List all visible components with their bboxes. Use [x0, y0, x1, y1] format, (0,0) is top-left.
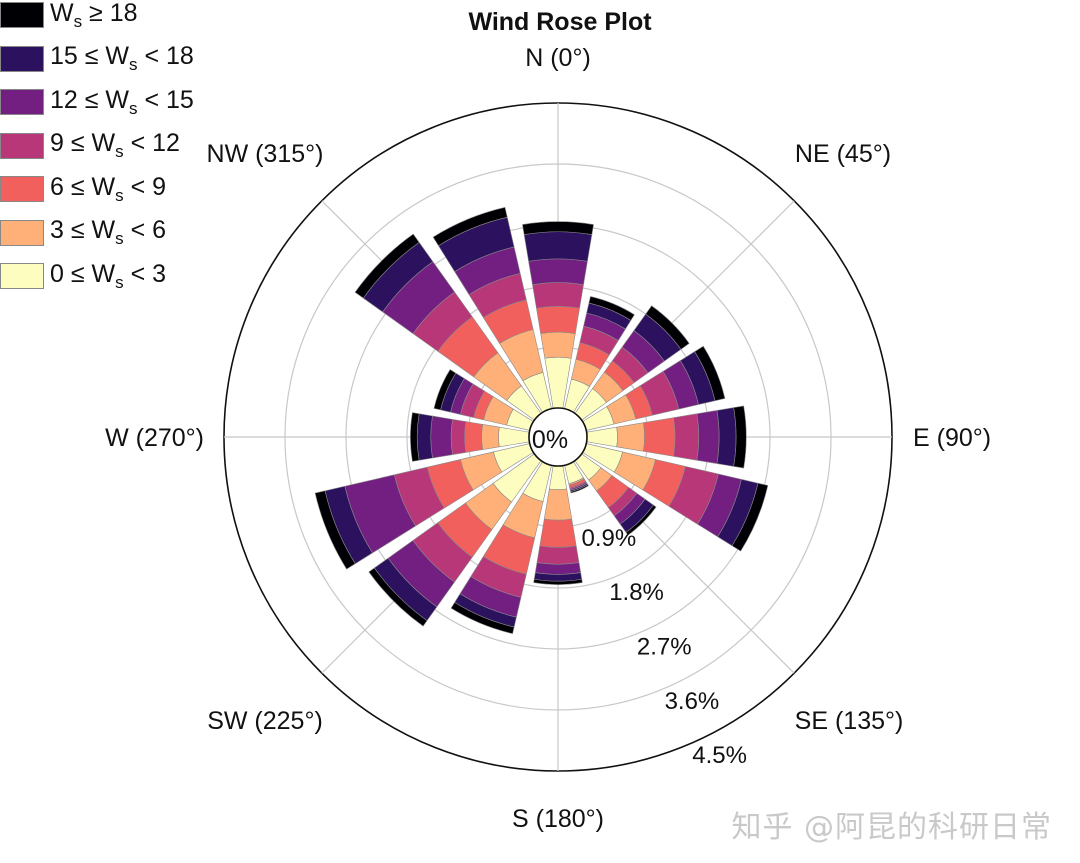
- legend-label: Ws ≥ 18: [50, 0, 138, 31]
- radial-tick-label: 3.6%: [665, 688, 720, 715]
- legend-label: 15 ≤ Ws < 18: [50, 42, 194, 74]
- center-label: 0%: [532, 426, 568, 454]
- direction-label: N (0°): [525, 44, 591, 72]
- wind-bar-segment: [481, 424, 500, 450]
- wind-bar-segment: [354, 233, 420, 299]
- wind-bar-segment: [588, 296, 635, 321]
- direction-label: SW (225°): [207, 707, 323, 735]
- direction-label: NE (45°): [795, 140, 891, 168]
- legend-swatch: [0, 2, 44, 28]
- wind-bar-segment: [643, 417, 676, 457]
- axis-labels: 0% 0.9% 1.8% 2.7% 3.6% 4.5% N (0°) NE (45°) E (9…: [105, 44, 991, 833]
- wind-rose-bars: [314, 206, 769, 635]
- wind-bar-segment: [625, 504, 657, 536]
- wind-bar-segment: [716, 407, 737, 467]
- legend-item: 0 ≤ Ws < 3: [0, 259, 167, 292]
- wind-bar-segment: [450, 419, 467, 455]
- watermark: 知乎 @阿昆的科研日常: [731, 810, 1052, 845]
- legend-swatch: [0, 176, 44, 202]
- chart-title: Wind Rose Plot: [468, 8, 652, 36]
- wind-bar-segment: [540, 331, 576, 359]
- wind-bar-segment: [731, 482, 769, 552]
- direction-label: NW (315°): [207, 140, 324, 168]
- wind-bar-segment: [536, 545, 580, 565]
- legend-item: 12 ≤ Ws < 15: [0, 85, 194, 118]
- wind-bar-segment: [416, 413, 433, 461]
- legend-item: 15 ≤ Ws < 18: [0, 42, 194, 74]
- wind-bar-segment: [733, 405, 747, 469]
- wind-bar-segment: [410, 412, 420, 462]
- wind-bar-segment: [539, 518, 577, 548]
- wind-bar-segment: [645, 305, 690, 350]
- wind-bar-segment: [368, 567, 428, 627]
- wind-bar-segment: [696, 410, 720, 464]
- legend-label: 9 ≤ Ws < 12: [50, 129, 180, 161]
- wind-bar-segment: [536, 306, 580, 334]
- legend-label: 12 ≤ Ws < 15: [50, 85, 194, 118]
- legend-swatch: [0, 45, 44, 72]
- wind-bar-segment: [522, 221, 594, 235]
- wind-bar-segment: [432, 206, 508, 247]
- legend-item: 9 ≤ Ws < 12: [0, 129, 180, 161]
- legend-label: 6 ≤ Ws < 9: [50, 172, 167, 205]
- wind-bar-segment: [464, 421, 483, 453]
- wind-bar-segment: [450, 602, 515, 635]
- legend-label: 3 ≤ Ws < 6: [50, 216, 167, 248]
- wind-bar-segment: [543, 488, 573, 521]
- wind-bar-segment: [586, 426, 618, 448]
- wind-bar-segment: [532, 282, 584, 309]
- radial-tick-label: 2.7%: [637, 633, 692, 660]
- wind-bar-segment: [534, 562, 582, 575]
- wind-bar-segment: [498, 426, 530, 448]
- radial-tick-label: 1.8%: [609, 579, 664, 606]
- wind-bar-segment: [533, 578, 583, 585]
- direction-label: E (90°): [913, 424, 991, 452]
- wind-bar-segment: [694, 345, 726, 402]
- legend-item: Ws ≥ 18: [0, 0, 138, 31]
- wind-bar-segment: [433, 369, 457, 411]
- legend-swatch: [0, 219, 44, 246]
- wind-bar-segment: [570, 484, 589, 494]
- radial-tick-label: 4.5%: [692, 742, 747, 769]
- legend-item: 3 ≤ Ws < 6: [0, 216, 167, 248]
- direction-label: S (180°): [512, 805, 604, 833]
- wind-bar-segment: [616, 422, 645, 452]
- legend-swatch: [0, 89, 44, 115]
- legend-swatch: [0, 263, 44, 289]
- wind-bar-segment: [314, 490, 356, 570]
- direction-label: W (270°): [105, 424, 204, 452]
- wind-bar-segment: [548, 465, 568, 491]
- legend-swatch: [0, 132, 44, 159]
- radial-tick-label: 0.9%: [581, 525, 636, 552]
- legend-item: 6 ≤ Ws < 9: [0, 172, 167, 205]
- legend-label: 0 ≤ Ws < 3: [50, 259, 167, 292]
- direction-label: SE (135°): [795, 707, 904, 735]
- wind-bar-segment: [673, 413, 700, 461]
- wind-bar-segment: [528, 258, 588, 286]
- center-hole: [528, 407, 588, 467]
- wind-bar-segment: [523, 231, 593, 262]
- wind-bar-segment: [430, 415, 453, 459]
